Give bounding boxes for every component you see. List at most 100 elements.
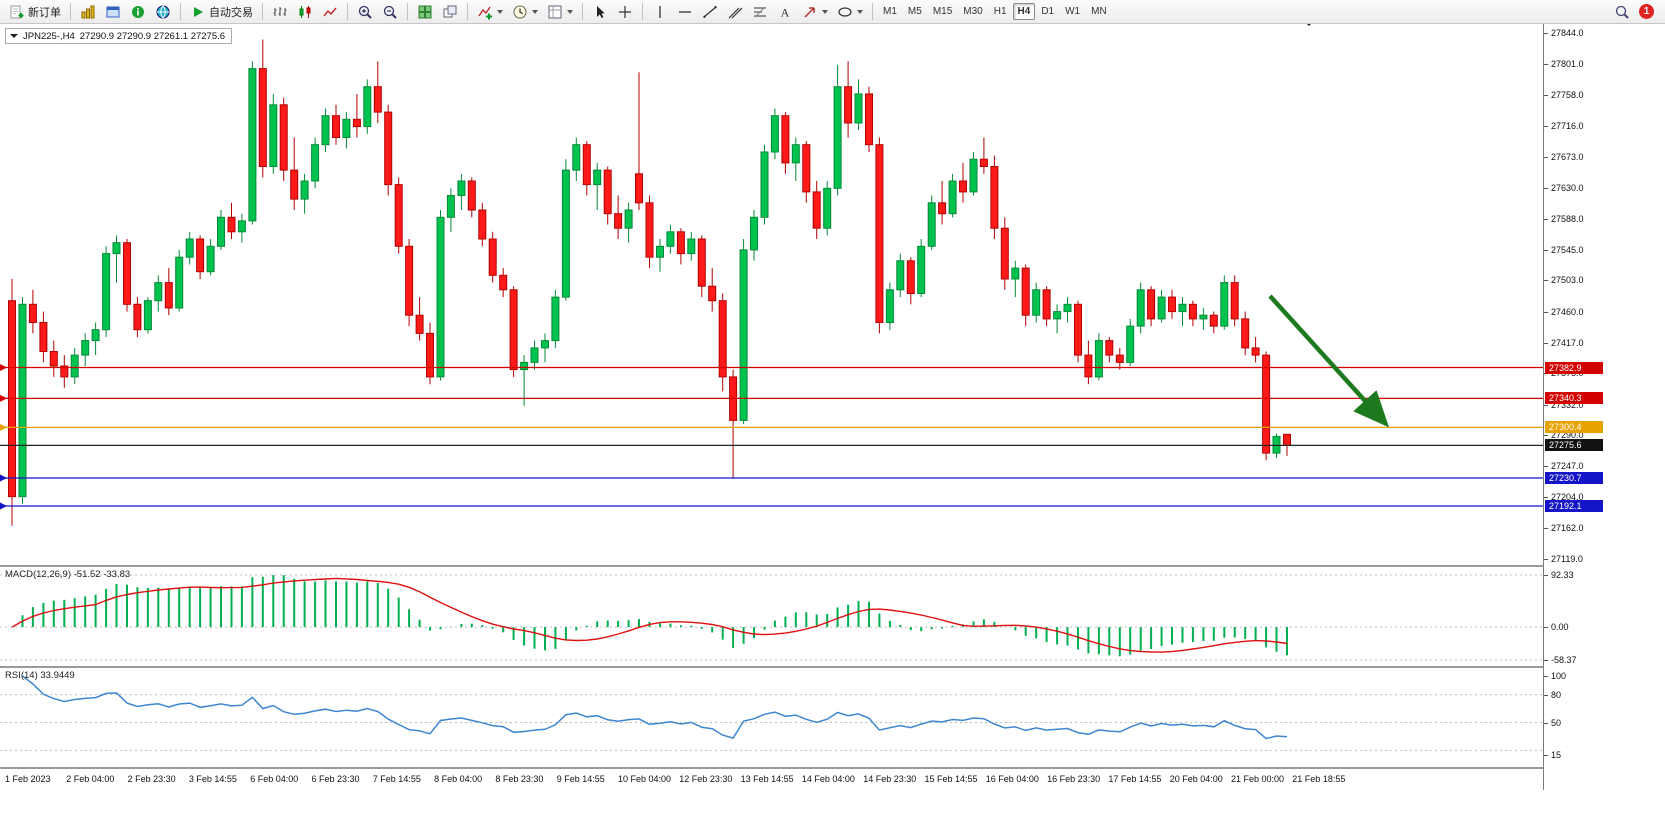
shapes-tool-button[interactable] [833, 1, 867, 23]
zoom-out-button[interactable] [378, 1, 402, 23]
price-level-tag: 27300.4 [1545, 421, 1603, 434]
bar-chart-icon [273, 6, 287, 16]
terminal-button[interactable] [151, 1, 175, 23]
axis-tick [1544, 755, 1548, 756]
separator [70, 3, 71, 20]
timeframe-M30[interactable]: M30 [963, 6, 983, 17]
rsi-axis-label: 80 [1551, 689, 1562, 700]
tile-windows-button[interactable] [413, 1, 437, 23]
axis-tick [1544, 33, 1548, 34]
search-button[interactable] [1610, 1, 1634, 23]
pane-splitter[interactable] [0, 565, 1665, 567]
timeframe-W1[interactable]: W1 [1065, 6, 1081, 17]
macd-signal-line [11, 577, 1288, 653]
market-watch-icon [81, 5, 95, 18]
time-axis-label: 14 Feb 04:00 [801, 774, 855, 784]
timeframe-M5[interactable]: M5 [907, 6, 922, 17]
axis-tick [1544, 660, 1548, 661]
vertical-line-tool-button[interactable] [648, 1, 672, 23]
axis-tick [1544, 342, 1548, 344]
timeframe-group: M1 M5 M15 M30 H1 H4 D1 W1 MN [878, 3, 1112, 20]
chart-symbol-period: JPN225-,H4 [23, 30, 75, 42]
zoom-in-button[interactable] [353, 1, 377, 23]
vertical-line-icon [659, 5, 661, 18]
main-chart-pane[interactable]: JPN225-,H4 27290.9 27290.9 27261.1 27275… [0, 22, 1543, 565]
navigator-icon [132, 5, 144, 18]
price-axis-label: 27119.0 [1551, 554, 1583, 564]
price-axis-label: 27673.0 [1551, 152, 1584, 163]
bar-chart-button[interactable] [268, 1, 292, 23]
line-chart-button[interactable] [318, 1, 342, 23]
channel-tool-button[interactable] [723, 1, 747, 23]
data-window-icon [106, 6, 120, 17]
cursor-button[interactable] [588, 1, 612, 23]
axis-tick [1544, 125, 1548, 127]
trendline-tool-button[interactable] [698, 1, 722, 23]
pane-splitter[interactable] [0, 767, 1665, 769]
time-axis-label: 2 Feb 23:30 [127, 774, 176, 784]
market-watch-button[interactable] [76, 1, 100, 23]
macd-axis-label: 92.33 [1551, 570, 1574, 580]
fibonacci-tool-button[interactable] [748, 1, 772, 23]
cascade-windows-button[interactable] [438, 1, 462, 23]
timeframe-H1[interactable]: H1 [993, 6, 1007, 17]
fibonacci-icon [754, 6, 766, 17]
axis-tick [1544, 280, 1548, 282]
crosshair-icon [619, 5, 631, 18]
notification-badge[interactable]: 1 [1639, 4, 1654, 19]
periods-button[interactable] [508, 1, 542, 23]
axis-tick [1544, 527, 1548, 529]
price-axis-label: 27758.0 [1551, 90, 1584, 101]
price-axis[interactable]: 27844.0 27801.0 27758.0 27716.0 27673.0 27630… [1543, 24, 1665, 790]
candles-layer [8, 39, 1291, 526]
auto-trading-button[interactable]: 自动交易 [186, 1, 257, 23]
price-level-tag: 27340.3 [1545, 392, 1603, 405]
axis-tick [1544, 95, 1548, 97]
candlestick-chart-button[interactable] [293, 1, 317, 23]
horizontal-line-tool-button[interactable] [673, 1, 697, 23]
axis-tick [1544, 627, 1548, 629]
navigator-button[interactable] [126, 1, 150, 23]
pane-splitter[interactable] [0, 666, 1665, 668]
timeframe-H4[interactable]: H4 [1012, 3, 1036, 20]
crosshair-button[interactable] [613, 1, 637, 23]
time-axis[interactable]: 1 Feb 2023 2 Feb 04:00 2 Feb 23:30 3 Feb 14… [0, 769, 1543, 793]
timeframe-MN[interactable]: MN [1091, 6, 1107, 17]
rsi-axis-label: 100 [1551, 671, 1567, 681]
toolbar: 新订单 自动交易 [0, 0, 1665, 24]
horizontal-level-lines[interactable] [0, 364, 1543, 510]
annotation-arrow[interactable] [1268, 294, 1390, 428]
ohlc-expand-icon[interactable] [10, 34, 18, 42]
new-order-button[interactable]: 新订单 [5, 1, 65, 23]
macd-pane[interactable]: MACD(12,26,9) -51.52 -33.83 [0, 567, 1543, 666]
separator [347, 3, 348, 20]
line-chart-icon [323, 7, 337, 16]
templates-icon [548, 5, 562, 18]
svg-text:A: A [781, 5, 790, 19]
price-axis-label: 27417.0 [1551, 337, 1584, 348]
time-axis-label: 16 Feb 04:00 [985, 774, 1039, 784]
data-window-button[interactable] [101, 1, 125, 23]
price-axis-label: 27844.0 [1551, 28, 1584, 38]
axis-tick [1544, 722, 1548, 724]
price-axis-label: 27716.0 [1551, 120, 1584, 131]
chart-title-box[interactable]: JPN225-,H4 27290.9 27290.9 27261.1 27275… [5, 28, 233, 44]
time-axis-label: 8 Feb 04:00 [434, 774, 483, 784]
price-axis-label: 27588.0 [1551, 213, 1584, 224]
indicators-button[interactable] [473, 1, 507, 23]
timeframe-D1[interactable]: D1 [1041, 6, 1055, 17]
indicators-icon [478, 6, 492, 19]
price-axis-label: 27332.0 [1551, 399, 1584, 410]
arrows-tool-button[interactable] [798, 1, 832, 23]
text-tool-button[interactable]: A [773, 1, 797, 23]
timeframe-M1[interactable]: M1 [883, 6, 897, 17]
separator [642, 3, 643, 20]
timeframe-M15[interactable]: M15 [932, 6, 953, 17]
price-axis-label: 27162.0 [1551, 522, 1584, 533]
rsi-pane[interactable]: RSI(14) 33.9449 [0, 668, 1543, 767]
chevron-down-icon [857, 9, 863, 14]
axis-tick [1544, 157, 1548, 159]
templates-button[interactable] [543, 1, 577, 23]
scroll-to-end-marker[interactable] [1305, 22, 1313, 47]
axis-tick [1544, 559, 1548, 560]
